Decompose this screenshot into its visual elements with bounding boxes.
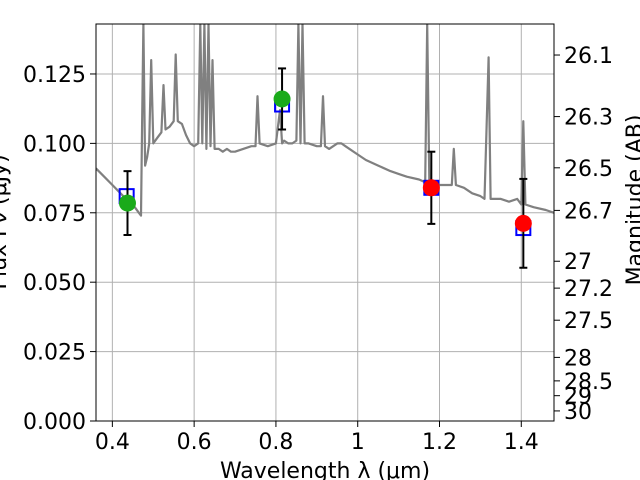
right-tick-label: 27.5 [564, 309, 613, 334]
right-tick-label: 26.7 [564, 199, 613, 224]
detection-point [422, 179, 440, 197]
x-tick-label: 1 [351, 430, 365, 455]
detection-point [273, 90, 291, 108]
right-tick-label: 26.1 [564, 44, 613, 69]
right-tick-label: 30 [564, 400, 592, 425]
marker-layer [118, 67, 532, 269]
spectrum-line [96, 24, 554, 217]
x-tick-label: 0.4 [95, 430, 130, 455]
x-tick-label: 1.2 [422, 430, 457, 455]
axes: 0.4 0.6 0.8 1 1.2 1.4 0.000 0.025 0.050 0.075 0.10… [23, 44, 613, 455]
x-tick-label: 0.8 [258, 430, 293, 455]
x-axis-label: Wavelength λ (μm) [220, 459, 430, 480]
y-tick-label: 0.000 [23, 410, 86, 435]
right-tick-label: 28 [564, 346, 592, 371]
y-tick-label: 0.075 [23, 202, 86, 227]
y-axis-label: Flux Fν (μJy) [0, 154, 12, 289]
plot-frame [95, 23, 555, 422]
grid [96, 24, 554, 422]
right-tick-label: 27.2 [564, 277, 613, 302]
y-tick-label: 0.100 [23, 132, 86, 157]
y-tick-label: 0.025 [23, 341, 86, 366]
x-tick-label: 1.4 [504, 430, 539, 455]
right-tick-label: 29 [564, 385, 592, 410]
right-tick-label: 26.5 [564, 157, 613, 182]
right-tick-label: 27 [564, 250, 592, 275]
right-axis-label: Magnitude (AB) [623, 115, 640, 286]
right-tick-label: 26.3 [564, 106, 613, 131]
detection-point [514, 214, 532, 232]
y-tick-label: 0.125 [23, 63, 86, 88]
data-layer [96, 24, 554, 217]
x-tick-label: 0.6 [177, 430, 212, 455]
y-tick-label: 0.050 [23, 271, 86, 296]
detection-point [118, 194, 136, 212]
right-tick-label: 28.5 [564, 370, 613, 395]
